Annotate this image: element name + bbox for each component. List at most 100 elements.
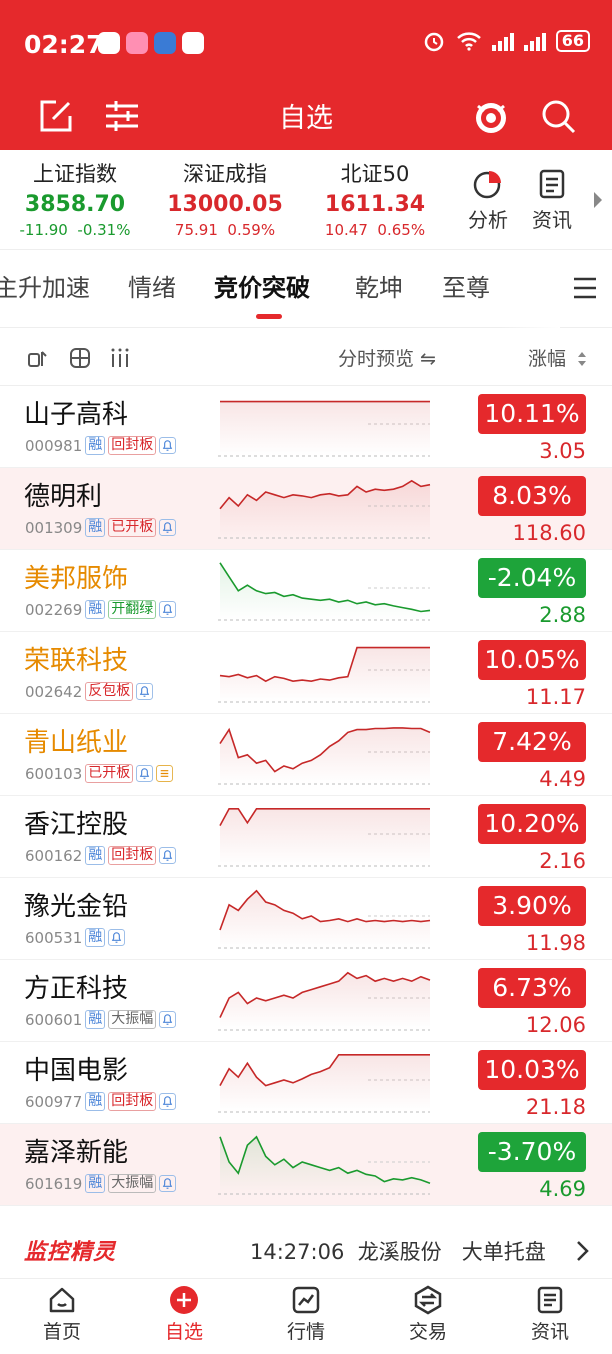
intraday-sparkline[interactable]: [218, 802, 432, 872]
bell-icon[interactable]: [159, 847, 177, 864]
bell-icon[interactable]: [159, 1093, 177, 1110]
column-header: 分时预览 ⇋ 涨幅: [0, 328, 612, 386]
tab-sentiment[interactable]: 情绪: [128, 274, 176, 302]
bell-icon[interactable]: [159, 519, 177, 536]
chevron-right-icon[interactable]: [592, 190, 604, 210]
index-sz[interactable]: 深证成指 13000.05 75.91 0.59%: [150, 150, 300, 249]
stock-code-line: 001309 融已开板: [25, 518, 177, 537]
nav-news[interactable]: 资讯: [510, 1285, 590, 1344]
intraday-sparkline[interactable]: [218, 720, 432, 790]
stock-row[interactable]: 中国电影 600977 融回封板 10.03% 21.18: [0, 1042, 612, 1124]
bell-icon[interactable]: [159, 1175, 177, 1192]
menu-icon[interactable]: [572, 276, 598, 300]
sparkline-area: [220, 972, 430, 1030]
message-app-icon: [98, 32, 120, 54]
stock-row[interactable]: 嘉泽新能 601619 融大振幅 -3.70% 4.69: [0, 1124, 612, 1206]
bell-icon[interactable]: [159, 437, 177, 454]
intraday-sparkline[interactable]: [218, 474, 432, 544]
stock-row[interactable]: 美邦服饰 002269 融开翻绿 -2.04% 2.88: [0, 550, 612, 632]
list-view-icon[interactable]: [108, 346, 132, 370]
stock-row[interactable]: 荣联科技 002642 反包板 10.05% 11.17: [0, 632, 612, 714]
index-change: 75.91 0.59%: [174, 221, 276, 239]
bell-icon[interactable]: [136, 683, 154, 700]
stock-price: 21.18: [525, 1095, 586, 1119]
stock-name: 香江控股: [24, 810, 129, 840]
stock-price: 2.16: [539, 849, 586, 873]
notes-icon[interactable]: [156, 765, 174, 782]
change-badge[interactable]: 3.90%: [478, 886, 586, 926]
status-bar: 02:27 66: [0, 0, 612, 86]
edit-icon[interactable]: [36, 96, 76, 136]
stock-row[interactable]: 香江控股 600162 融回封板 10.20% 2.16: [0, 796, 612, 878]
stock-code-line: 600977 融回封板: [25, 1092, 177, 1111]
stock-tag: 反包板: [85, 682, 134, 701]
stock-row[interactable]: 方正科技 600601 融大振幅 6.73% 12.06: [0, 960, 612, 1042]
bell-icon[interactable]: [136, 765, 154, 782]
intraday-sparkline[interactable]: [218, 556, 432, 626]
sparkline-area: [220, 401, 430, 456]
index-bar: 上证指数 3858.70 -11.90 -0.31% 深证成指 13000.05…: [0, 150, 612, 250]
intraday-sparkline[interactable]: [218, 1048, 432, 1118]
sparkline-area: [220, 890, 430, 948]
intraday-sparkline[interactable]: [218, 966, 432, 1036]
preview-column-label[interactable]: 分时预览 ⇋: [338, 348, 436, 370]
nav-watchlist[interactable]: 自选: [144, 1285, 224, 1344]
sparkline-line: [219, 646, 430, 683]
signal-icon-2: [523, 31, 546, 51]
change-badge[interactable]: 7.42%: [478, 722, 586, 762]
stock-price: 12.06: [525, 1013, 586, 1037]
sort-arrows-icon[interactable]: [576, 350, 588, 368]
stock-name: 中国电影: [24, 1056, 129, 1086]
bell-icon[interactable]: [159, 601, 177, 618]
sparkline-line: [219, 479, 431, 510]
intraday-sparkline[interactable]: [218, 638, 432, 708]
change-badge[interactable]: 10.11%: [478, 394, 586, 434]
index-sh[interactable]: 上证指数 3858.70 -11.90 -0.31%: [0, 150, 150, 249]
index-value: 3858.70: [24, 192, 126, 217]
intraday-sparkline[interactable]: [218, 884, 432, 954]
stock-row[interactable]: 豫光金铅 600531 融 3.90% 11.98: [0, 878, 612, 960]
stock-code-line: 000981 融回封板: [25, 436, 177, 455]
stock-code-line: 601619 融大振幅: [25, 1174, 177, 1193]
change-badge[interactable]: -3.70%: [478, 1132, 586, 1172]
intraday-sparkline[interactable]: [218, 1130, 432, 1200]
nav-home[interactable]: 首页: [22, 1285, 102, 1344]
stock-row[interactable]: 山子高科 000981 融回封板 10.11% 3.05: [0, 386, 612, 468]
filter-settings-icon[interactable]: [102, 96, 142, 136]
tab-supreme[interactable]: 至尊: [442, 274, 490, 302]
tab-auction-breakout[interactable]: 竞价突破: [214, 274, 310, 302]
intraday-sparkline[interactable]: [218, 392, 432, 462]
change-badge[interactable]: 10.05%: [478, 640, 586, 680]
analysis-label: 分析: [468, 208, 508, 232]
analysis-button[interactable]: 分析: [468, 168, 508, 233]
nav-trade[interactable]: 交易: [388, 1285, 468, 1344]
grid-view-icon[interactable]: [68, 346, 92, 370]
change-badge[interactable]: 10.03%: [478, 1050, 586, 1090]
search-icon[interactable]: [538, 96, 578, 136]
news-button[interactable]: 资讯: [532, 168, 572, 233]
monitor-bar[interactable]: 监控精灵 14:27:06 龙溪股份 大单托盘: [0, 1224, 612, 1280]
bell-icon[interactable]: [108, 929, 126, 946]
stock-code: 002642: [25, 682, 83, 701]
change-badge[interactable]: -2.04%: [478, 558, 586, 598]
document-icon: [539, 169, 565, 199]
change-badge[interactable]: 8.03%: [478, 476, 586, 516]
sort-tool-icon[interactable]: [26, 346, 50, 370]
change-column-label[interactable]: 涨幅: [527, 348, 566, 370]
tab-main-rise[interactable]: 主升加速: [0, 274, 90, 302]
stock-row[interactable]: 青山纸业 600103 已开板 7.42% 4.49: [0, 714, 612, 796]
index-bj50[interactable]: 北证50 1611.34 10.47 0.65%: [300, 150, 450, 249]
chevron-right-icon[interactable]: [576, 1240, 590, 1262]
bell-icon[interactable]: [159, 1011, 177, 1028]
tab-qiankun[interactable]: 乾坤: [355, 274, 403, 302]
stock-code-line: 600103 已开板: [25, 764, 174, 783]
stock-row[interactable]: 德明利 001309 融已开板 8.03% 118.60: [0, 468, 612, 550]
sparkline-area: [220, 562, 430, 620]
change-badge[interactable]: 10.20%: [478, 804, 586, 844]
sparkline-line: [219, 562, 431, 613]
news-icon: [537, 1286, 563, 1314]
stock-price: 4.69: [539, 1177, 586, 1201]
change-badge[interactable]: 6.73%: [478, 968, 586, 1008]
mascot-icon[interactable]: [470, 96, 512, 138]
nav-market[interactable]: 行情: [266, 1285, 346, 1344]
